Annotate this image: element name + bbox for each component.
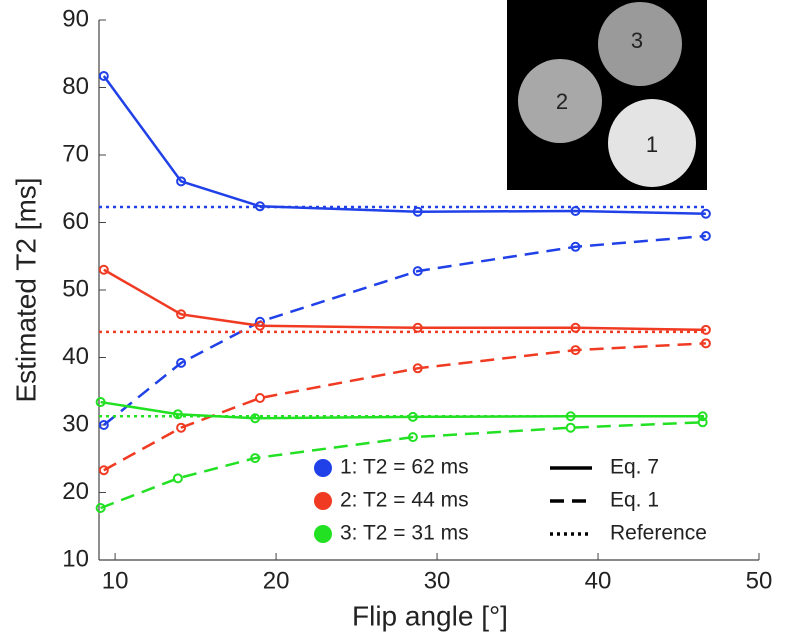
marker: [407, 432, 418, 443]
marker: [98, 264, 109, 275]
marker: [700, 231, 711, 241]
marker: [176, 422, 187, 433]
marker: [412, 206, 423, 217]
marker: [412, 266, 423, 277]
marker: [176, 309, 187, 320]
marker: [95, 503, 106, 514]
inset-label: 3: [631, 28, 643, 53]
series-line: [103, 342, 706, 472]
y-tick-label: 90: [62, 5, 89, 32]
marker: [254, 320, 265, 331]
marker: [176, 176, 187, 187]
legend-label: 1: T2 = 62 ms: [340, 456, 469, 479]
series-line: [100, 421, 703, 510]
marker: [697, 411, 708, 422]
marker: [98, 420, 109, 430]
x-tick-label: 10: [102, 567, 129, 594]
y-axis-label: Estimated T2 [ms]: [10, 177, 41, 402]
marker: [700, 208, 711, 219]
y-tick-label: 10: [62, 545, 89, 572]
x-tick-label: 20: [263, 567, 290, 594]
marker: [250, 413, 261, 424]
y-tick-label: 30: [62, 410, 89, 437]
legend-label: Eq. 1: [610, 489, 659, 512]
marker: [700, 338, 711, 349]
marker: [95, 397, 106, 408]
legend-swatch: [314, 492, 332, 510]
marker: [570, 206, 581, 217]
legend-label: 2: T2 = 44 ms: [340, 489, 469, 512]
y-tick-label: 40: [62, 343, 89, 370]
series-line: [103, 268, 706, 332]
phantom: [608, 99, 696, 187]
marker: [570, 322, 581, 333]
series-line: [100, 400, 703, 420]
marker: [700, 324, 711, 335]
inset-label: 1: [646, 132, 658, 157]
marker: [176, 357, 187, 368]
marker: [172, 409, 183, 420]
legend-label: Eq. 7: [610, 456, 659, 479]
series-line: [103, 234, 706, 426]
x-tick-label: 50: [746, 567, 773, 594]
inset-label: 2: [556, 89, 568, 114]
y-tick-label: 20: [62, 478, 89, 505]
marker: [565, 422, 576, 433]
marker: [250, 453, 261, 464]
marker: [570, 241, 581, 252]
y-tick-label: 60: [62, 208, 89, 235]
y-tick-label: 80: [62, 73, 89, 100]
x-tick-label: 40: [585, 567, 612, 594]
y-tick-label: 50: [62, 275, 89, 302]
y-tick-label: 70: [62, 140, 89, 167]
marker: [565, 411, 576, 422]
marker: [254, 201, 265, 212]
marker: [697, 417, 708, 428]
phantom: [518, 59, 602, 143]
legend-label: Reference: [610, 522, 707, 545]
marker: [172, 473, 183, 484]
series-line: [102, 75, 706, 215]
legend-label: 3: T2 = 31 ms: [340, 522, 469, 545]
marker: [412, 322, 423, 333]
marker: [412, 363, 423, 374]
marker: [98, 71, 109, 82]
legend-swatch: [314, 525, 332, 543]
marker: [407, 411, 418, 422]
legend-swatch: [314, 459, 332, 477]
x-tick-label: 30: [424, 567, 451, 594]
marker: [570, 345, 581, 356]
marker: [98, 465, 109, 476]
x-axis-label: Flip angle [°]: [352, 600, 508, 631]
marker: [254, 393, 265, 403]
phantom: [598, 2, 682, 86]
